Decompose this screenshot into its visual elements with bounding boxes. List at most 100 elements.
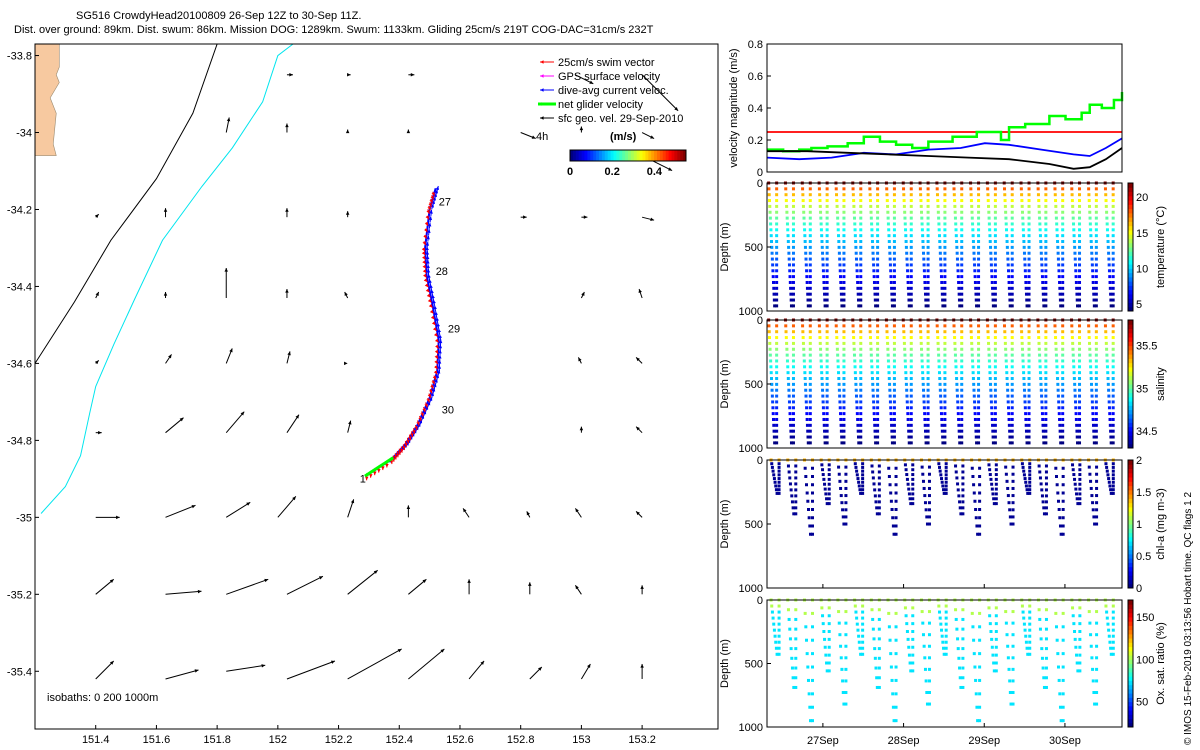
depth-marker-up-1-7-20 [892, 435, 896, 439]
depth-marker-0-15-10 [1022, 240, 1026, 244]
depth-marker-3-20-8 [1109, 646, 1113, 650]
depth-marker-up-0-14-15 [1010, 269, 1014, 273]
depth-marker-2-4-8 [841, 515, 845, 519]
depth-marker-up-3-17-8 [1061, 705, 1065, 709]
depth-marker-2-0-3 [771, 469, 775, 473]
depth-marker-1-14-14 [1006, 400, 1010, 404]
depth-marker-up-0-17-3 [1061, 199, 1065, 203]
depth-marker-up-0-4-17 [842, 280, 846, 284]
depth-marker-1-2-10 [803, 377, 807, 381]
swim-arrow-6-0-head [434, 338, 439, 343]
map-colorbar-swatch-26 [645, 150, 649, 161]
depth-marker-up-1-3-13 [825, 394, 829, 398]
depth-marker-0-20-14 [1107, 263, 1111, 267]
depth-marker-0-2-8 [803, 228, 807, 232]
depth-marker-0-4-13 [838, 257, 842, 261]
depth-marker-1-7-4 [886, 341, 890, 345]
depth-marker-3-15-1 [1020, 604, 1024, 608]
geo-velocity-arrow-10 [225, 348, 233, 364]
depth-marker-up-0-2-10 [808, 240, 812, 244]
depth-marker-up-0-6-18 [876, 286, 880, 290]
depth-marker-1-1-16 [788, 412, 792, 416]
depth-marker-2-13-8 [992, 497, 996, 501]
depth-marker-up-1-8-8 [909, 365, 913, 369]
depth-marker-up-3-2-8 [810, 705, 814, 709]
depth-marker-2-2-8 [808, 524, 812, 528]
depth-marker-2-9-5 [923, 494, 927, 498]
depth-marker-up-0-1-5 [791, 210, 795, 214]
depth-marker-0-19-4 [1087, 204, 1091, 208]
depth-marker-up-0-6-8 [876, 228, 880, 232]
depth-panel-2-colorbar-swatch-20 [1128, 498, 1133, 504]
map-colorbar-swatch-13 [607, 150, 612, 161]
depth-marker-up-2-19-7 [1095, 508, 1099, 512]
depth-marker-up-0-3-7 [825, 222, 829, 226]
depth-panel-3-colorbar-swatch-18 [1128, 646, 1133, 652]
depth-panel-2-colorbar-swatch-3 [1128, 570, 1133, 576]
geo-velocity-arrow-36-head [463, 508, 467, 513]
depth-marker-up-2-11-4 [961, 482, 965, 486]
depth-marker-0-11-4 [953, 204, 957, 208]
depth-marker-up-0-19-8 [1094, 228, 1098, 232]
depth-marker-3-5-9 [859, 652, 863, 656]
depth-marker-up-2-8-2 [911, 468, 915, 472]
depth-marker-1-9-21 [924, 441, 928, 445]
depth-marker-up-1-20-10 [1111, 377, 1115, 381]
depth-marker-3-14-3 [1005, 633, 1009, 637]
depth-marker-up-2-9-2 [927, 472, 931, 476]
swim-arrow-7-5-head [423, 278, 428, 283]
dac-arrow-6-2 [436, 322, 441, 329]
depth-marker-up-3-0-6 [777, 634, 781, 638]
depth-marker-up-0-4-1 [842, 187, 846, 191]
depth-marker-up-0-18-11 [1078, 245, 1082, 249]
geo-velocity-arrow-3 [520, 132, 536, 139]
depth-marker-up-3-5-6 [861, 634, 865, 638]
depth-marker-up-0-12-9 [977, 234, 981, 238]
dac-arrow-5-1-head [437, 359, 442, 364]
depth-marker-3-11-1 [954, 608, 958, 612]
depth-marker-up-1-18-4 [1078, 341, 1082, 345]
depth-marker-up-1-6-7 [876, 359, 880, 363]
depth-marker-1-7-15 [889, 406, 893, 410]
depth-marker-up-0-13-14 [993, 263, 997, 267]
depth-marker-up-1-8-15 [909, 406, 913, 410]
depth-marker-up-3-9-7 [927, 679, 931, 683]
depth-marker-0-12-5 [970, 210, 974, 214]
depth-marker-up-0-12-6 [977, 216, 981, 220]
depth-marker-3-1-3 [788, 627, 792, 631]
depth-marker-2-7-2 [887, 474, 891, 478]
depth-marker-0-10-9 [937, 234, 941, 238]
depth-marker-3-14-5 [1006, 656, 1010, 660]
depth-marker-0-7-4 [886, 204, 890, 208]
depth-marker-up-1-4-13 [842, 394, 846, 398]
depth-marker-1-6-9 [870, 371, 874, 375]
depth-marker-up-0-2-19 [808, 292, 812, 296]
depth-marker-up-3-8-5 [911, 637, 915, 641]
depth-marker-up-0-13-3 [993, 199, 997, 203]
depth-marker-up-1-15-4 [1027, 341, 1031, 345]
depth-marker-1-17-15 [1057, 406, 1061, 410]
depth-marker-1-15-3 [1020, 336, 1024, 340]
depth-marker-1-0-15 [771, 406, 775, 410]
depth-marker-up-0-20-3 [1111, 199, 1115, 203]
map-colorbar-swatch-32 [662, 150, 667, 161]
depth-marker-2-14-3 [1005, 479, 1009, 483]
depth-marker-0-13-14 [989, 263, 993, 267]
depth-marker-2-8-9 [909, 502, 913, 506]
depth-marker-2-13-1 [987, 463, 991, 467]
depth-marker-2-5-3 [855, 469, 859, 473]
geo-velocity-arrow-24 [529, 666, 543, 680]
swim-arrow-8-4 [422, 255, 426, 260]
depth-marker-up-2-17-7 [1061, 516, 1065, 520]
depth-marker-1-11-2 [952, 330, 956, 334]
depth-marker-1-15-21 [1025, 441, 1029, 445]
depth-panel-0-colorbar-tick-0: 5 [1136, 299, 1142, 311]
map-colorbar-swatch-8 [593, 150, 597, 161]
depth-marker-up-1-0-4 [775, 341, 779, 345]
depth-marker-1-7-5 [886, 347, 890, 351]
depth-marker-0-5-13 [854, 257, 858, 261]
depth-marker-up-2-18-8 [1078, 497, 1082, 501]
depth-panel-2-ytick-label-2: 1000 [739, 583, 763, 595]
depth-marker-0-12-13 [972, 257, 976, 261]
